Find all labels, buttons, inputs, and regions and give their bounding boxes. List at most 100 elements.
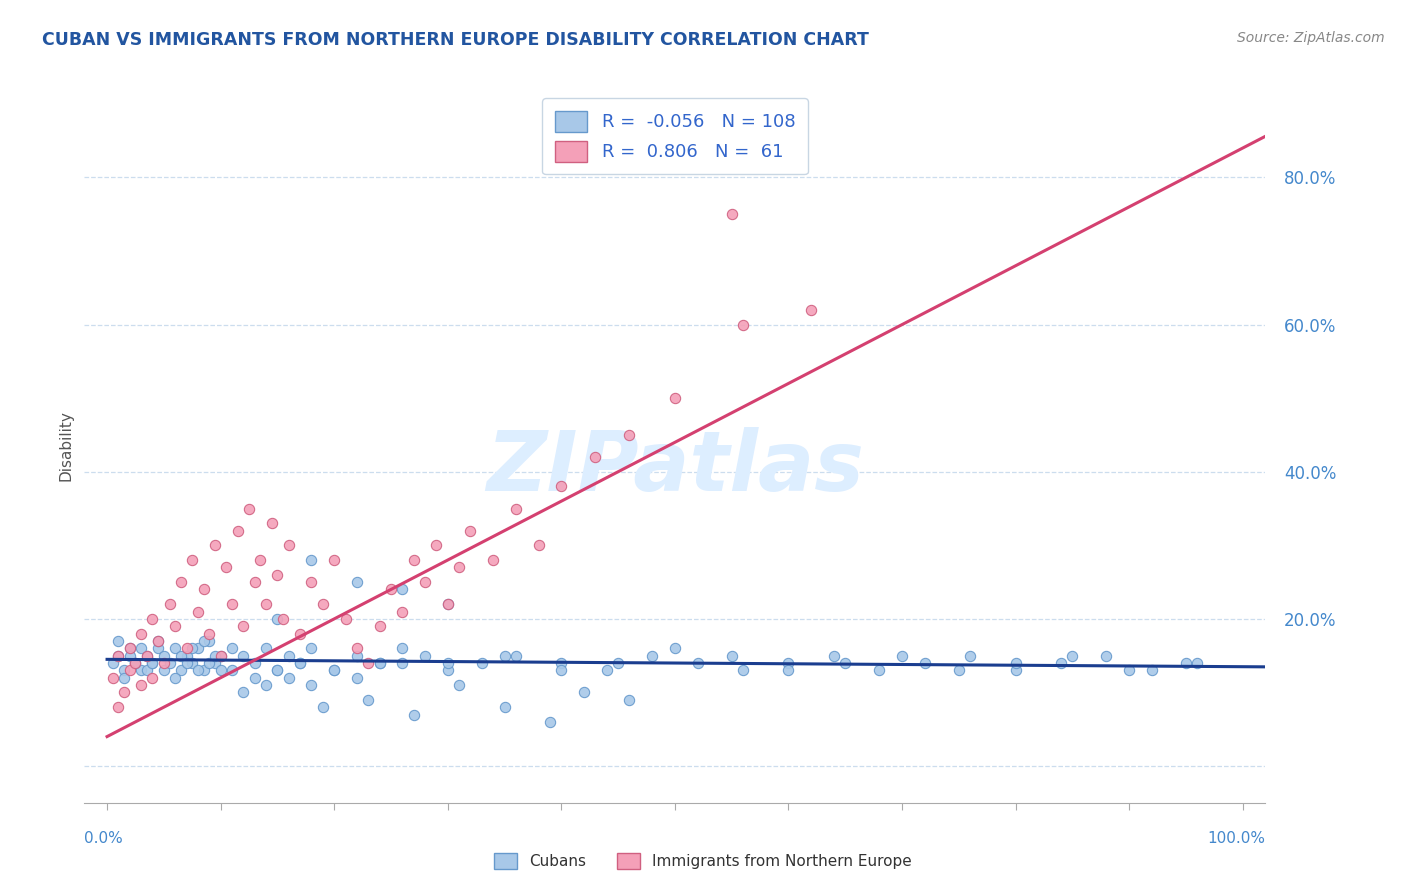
Point [323,664,346,678]
Point [391,641,413,656]
Point [238,501,260,516]
Point [277,671,299,685]
Point [391,605,413,619]
Point [346,648,368,663]
Point [254,597,277,611]
Point [146,634,169,648]
Point [391,582,413,597]
Point [505,501,527,516]
Point [266,664,288,678]
Point [323,664,346,678]
Point [1140,664,1163,678]
Point [460,524,482,538]
Point [165,641,187,656]
Point [607,656,630,670]
Point [266,567,288,582]
Point [449,678,471,692]
Point [107,634,129,648]
Point [187,641,209,656]
Point [141,656,163,670]
Point [402,707,425,722]
Point [335,612,357,626]
Point [482,553,505,567]
Point [198,634,221,648]
Point [301,575,323,590]
Point [204,656,226,670]
Point [312,700,335,714]
Point [243,575,266,590]
Point [641,648,664,663]
Point [1118,664,1140,678]
Point [346,671,368,685]
Point [249,553,271,567]
Point [176,641,198,656]
Point [232,648,254,663]
Point [209,664,232,678]
Point [226,524,249,538]
Point [391,656,413,670]
Point [323,553,346,567]
Point [914,656,936,670]
Point [1187,656,1209,670]
Point [170,648,193,663]
Point [1174,656,1197,670]
Point [778,656,800,670]
Point [118,648,141,663]
Point [550,656,572,670]
Point [720,648,742,663]
Point [193,634,215,648]
Point [209,648,232,663]
Point [124,656,146,670]
Point [277,538,299,552]
Point [346,641,368,656]
Point [254,678,277,692]
Point [1004,664,1026,678]
Point [800,302,823,317]
Point [141,612,163,626]
Point [402,553,425,567]
Point [124,656,146,670]
Point [118,641,141,656]
Point [891,648,914,663]
Point [176,656,198,670]
Point [135,664,157,678]
Legend: R =  -0.056   N = 108, R =  0.806   N =  61: R = -0.056 N = 108, R = 0.806 N = 61 [541,98,808,174]
Point [436,597,458,611]
Text: CUBAN VS IMMIGRANTS FROM NORTHERN EUROPE DISABILITY CORRELATION CHART: CUBAN VS IMMIGRANTS FROM NORTHERN EUROPE… [42,31,869,49]
Point [425,538,447,552]
Point [141,671,163,685]
Point [550,664,572,678]
Point [146,641,169,656]
Point [112,664,135,678]
Point [187,605,209,619]
Point [449,560,471,574]
Point [596,664,619,678]
Point [301,553,323,567]
Point [266,664,288,678]
Point [135,648,157,663]
Point [368,656,391,670]
Point [868,664,890,678]
Point [527,538,550,552]
Point [193,582,215,597]
Point [619,693,641,707]
Point [198,626,221,640]
Point [731,318,754,332]
Point [436,656,458,670]
Point [129,678,152,692]
Point [505,648,527,663]
Point [107,648,129,663]
Point [413,648,436,663]
Point [301,678,323,692]
Point [572,685,595,699]
Point [101,671,124,685]
Point [368,656,391,670]
Point [1062,648,1084,663]
Point [153,656,176,670]
Point [720,207,742,221]
Point [129,664,152,678]
Point [731,664,754,678]
Point [1095,648,1118,663]
Point [436,597,458,611]
Point [118,641,141,656]
